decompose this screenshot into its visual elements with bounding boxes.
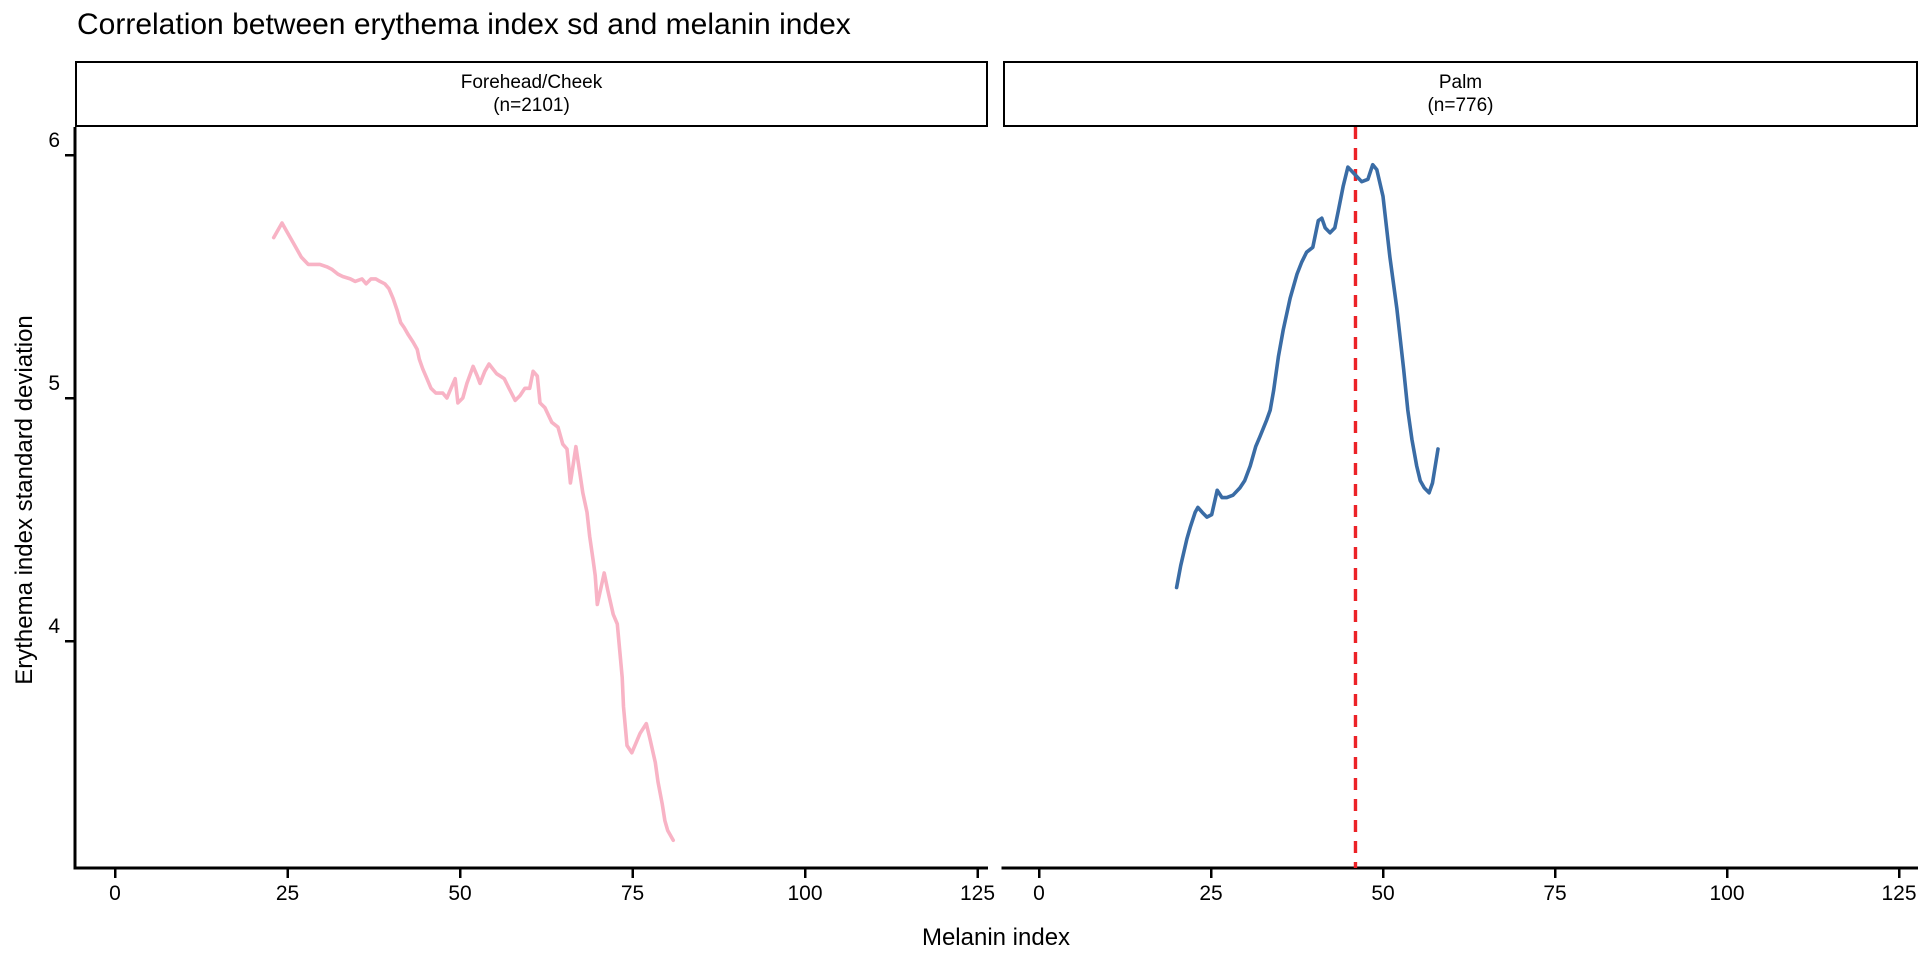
y-tick-label: 5 (48, 372, 60, 395)
y-axis-title: Erythema index standard deviation (11, 315, 38, 685)
x-tick-label: 75 (1543, 882, 1567, 905)
x-axis-title: Melanin index (921, 924, 1071, 951)
forehead-cheek-line (271, 221, 676, 843)
x-tick-label: 100 (787, 882, 823, 905)
palm-line (1174, 162, 1440, 590)
x-tick-label: 75 (620, 882, 645, 905)
x-tick-label: 50 (448, 882, 472, 905)
facet-strip-palm: Palm (n=776) (1003, 61, 1918, 127)
x-tick-label: 25 (275, 882, 300, 905)
facet-strip-n: (n=776) (1427, 95, 1494, 116)
x-tick-label: 50 (1371, 882, 1395, 905)
x-tick-label: 0 (109, 882, 121, 905)
y-tick-label: 6 (48, 129, 60, 152)
x-tick-label: 125 (959, 882, 996, 905)
facet-strip-n: (n=2101) (493, 95, 570, 116)
x-tick-label: 25 (1199, 882, 1223, 905)
chart-title: Correlation between erythema index sd an… (77, 8, 851, 41)
facet-strip-label: Palm (1438, 72, 1483, 93)
x-tick-label: 125 (1881, 882, 1917, 905)
x-tick-label: 0 (1033, 882, 1045, 905)
x-tick-label: 100 (1709, 882, 1745, 905)
facet-strip-forehead-cheek: Forehead/Cheek (n=2101) (75, 61, 988, 127)
y-tick-label: 4 (48, 615, 60, 638)
facet-strip-label: Forehead/Cheek (460, 72, 603, 93)
